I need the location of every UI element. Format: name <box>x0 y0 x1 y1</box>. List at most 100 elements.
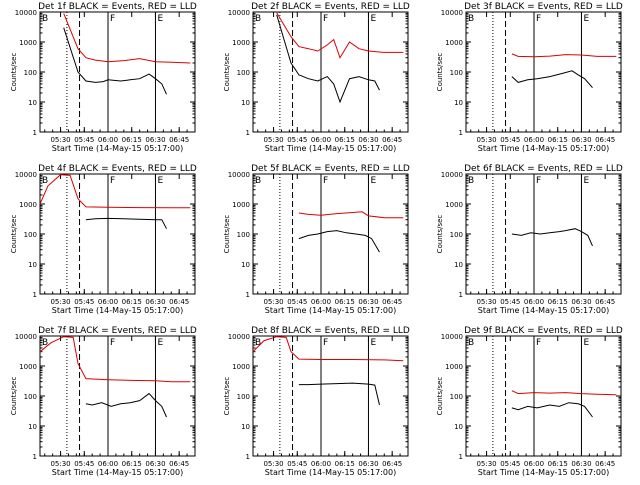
marker-label-f: F <box>536 338 541 348</box>
y-tick-label: 10 <box>454 261 463 269</box>
y-tick-label: 10 <box>241 261 250 269</box>
series-group <box>253 336 404 406</box>
x-tick-label: 06:15 <box>548 136 568 144</box>
x-tick-label: 05:30 <box>476 298 496 306</box>
plot-frame <box>252 335 409 457</box>
marker-label-b: B <box>42 14 48 24</box>
x-tick-label: 06:15 <box>122 298 142 306</box>
y-tick-label: 1 <box>246 129 250 137</box>
y-tick-label: 1 <box>459 291 463 299</box>
x-tick-label: 06:15 <box>122 136 142 144</box>
y-axis-label: Counts/sec <box>10 53 18 92</box>
marker-label-e: E <box>583 14 589 24</box>
series-line-events <box>511 228 593 247</box>
x-tick-label: 06:30 <box>358 460 378 468</box>
series-group <box>40 336 191 418</box>
x-axis-label: Start Time (14-May-15 05:17:00) <box>478 306 609 315</box>
series-line-lld <box>40 174 191 209</box>
series-line-lld <box>511 53 617 58</box>
x-tick-label: 06:45 <box>595 298 615 306</box>
x-tick-label: 06:00 <box>311 136 331 144</box>
series-line-events <box>85 392 167 418</box>
y-tick-label: 10 <box>241 423 250 431</box>
x-tick-label: 06:30 <box>145 298 165 306</box>
series-line-events <box>63 27 167 95</box>
y-tick-label: 1 <box>246 453 250 461</box>
x-tick-label: 06:00 <box>524 136 544 144</box>
panel-title: Det 2f BLACK = Events, RED = LLD <box>251 2 410 12</box>
x-tick-label: 06:45 <box>595 136 615 144</box>
y-tick-label: 10 <box>28 99 37 107</box>
y-axis-label: Counts/sec <box>10 377 18 416</box>
y-tick-label: 10000 <box>228 333 250 341</box>
y-tick-label: 1 <box>33 291 37 299</box>
x-tick-label: 05:45 <box>500 298 520 306</box>
marker-label-b: B <box>255 14 261 24</box>
y-tick-label: 10 <box>454 99 463 107</box>
x-axis-label: Start Time (14-May-15 05:17:00) <box>265 144 396 153</box>
marker-label-e: E <box>157 338 163 348</box>
series-line-lld <box>40 336 191 383</box>
x-tick-label: 06:30 <box>571 298 591 306</box>
x-tick-label: 06:00 <box>98 460 118 468</box>
marker-label-b: B <box>42 176 48 186</box>
x-tick-label: 06:00 <box>524 460 544 468</box>
x-tick-label: 06:30 <box>358 298 378 306</box>
x-tick-label: 06:45 <box>169 136 189 144</box>
y-tick-label: 10000 <box>228 171 250 179</box>
y-axis-label: Counts/sec <box>223 377 231 416</box>
y-tick-label: 1000 <box>19 363 37 371</box>
series-line-events <box>276 14 380 104</box>
x-tick-label: 05:30 <box>50 136 70 144</box>
x-tick-label: 06:30 <box>145 460 165 468</box>
series-group <box>511 53 617 89</box>
x-tick-label: 06:30 <box>358 136 378 144</box>
y-tick-label: 10 <box>241 99 250 107</box>
marker-label-b: B <box>468 14 474 24</box>
y-tick-label: 1 <box>246 291 250 299</box>
marker-label-f: F <box>536 14 541 24</box>
panel-title: Det 9f BLACK = Events, RED = LLD <box>464 326 623 336</box>
y-axis-label: Counts/sec <box>10 215 18 254</box>
panel-title: Det 7f BLACK = Events, RED = LLD <box>38 326 197 336</box>
series-group <box>511 390 617 418</box>
y-tick-label: 1000 <box>232 201 250 209</box>
series-line-lld <box>276 12 404 59</box>
series-line-events <box>511 70 593 89</box>
x-tick-label: 06:45 <box>382 298 402 306</box>
x-tick-label: 06:30 <box>571 136 591 144</box>
series-line-events <box>298 382 380 406</box>
y-tick-label: 100 <box>450 231 463 239</box>
marker-label-f: F <box>110 176 115 186</box>
x-tick-label: 05:45 <box>74 298 94 306</box>
series-group <box>276 12 404 104</box>
plot-frame <box>39 335 196 457</box>
y-tick-label: 1 <box>33 129 37 137</box>
series-line-lld <box>298 211 404 219</box>
y-tick-label: 100 <box>237 69 250 77</box>
panel-8: Det 8f BLACK = Events, RED = LLD B F E 1 10 10… <box>223 326 410 477</box>
marker-label-e: E <box>157 176 163 186</box>
y-tick-label: 1 <box>459 453 463 461</box>
marker-label-e: E <box>583 338 589 348</box>
y-tick-label: 100 <box>450 69 463 77</box>
plot-frame <box>39 11 196 133</box>
x-tick-label: 06:30 <box>571 460 591 468</box>
panel-title: Det 4f BLACK = Events, RED = LLD <box>38 164 197 174</box>
plot-frame <box>252 11 409 133</box>
panel-6: Det 6f BLACK = Events, RED = LLD B F E 1 10 10… <box>436 164 623 315</box>
y-tick-label: 1000 <box>445 363 463 371</box>
marker-label-f: F <box>323 338 328 348</box>
series-line-lld <box>511 390 617 396</box>
x-tick-label: 06:00 <box>311 460 331 468</box>
marker-label-f: F <box>110 338 115 348</box>
plot-frame <box>39 173 196 295</box>
y-tick-label: 10000 <box>15 333 37 341</box>
marker-label-f: F <box>536 176 541 186</box>
x-tick-label: 06:15 <box>335 460 355 468</box>
y-tick-label: 1000 <box>19 201 37 209</box>
y-tick-label: 1000 <box>232 39 250 47</box>
series-line-events <box>298 230 380 253</box>
marker-label-b: B <box>255 176 261 186</box>
